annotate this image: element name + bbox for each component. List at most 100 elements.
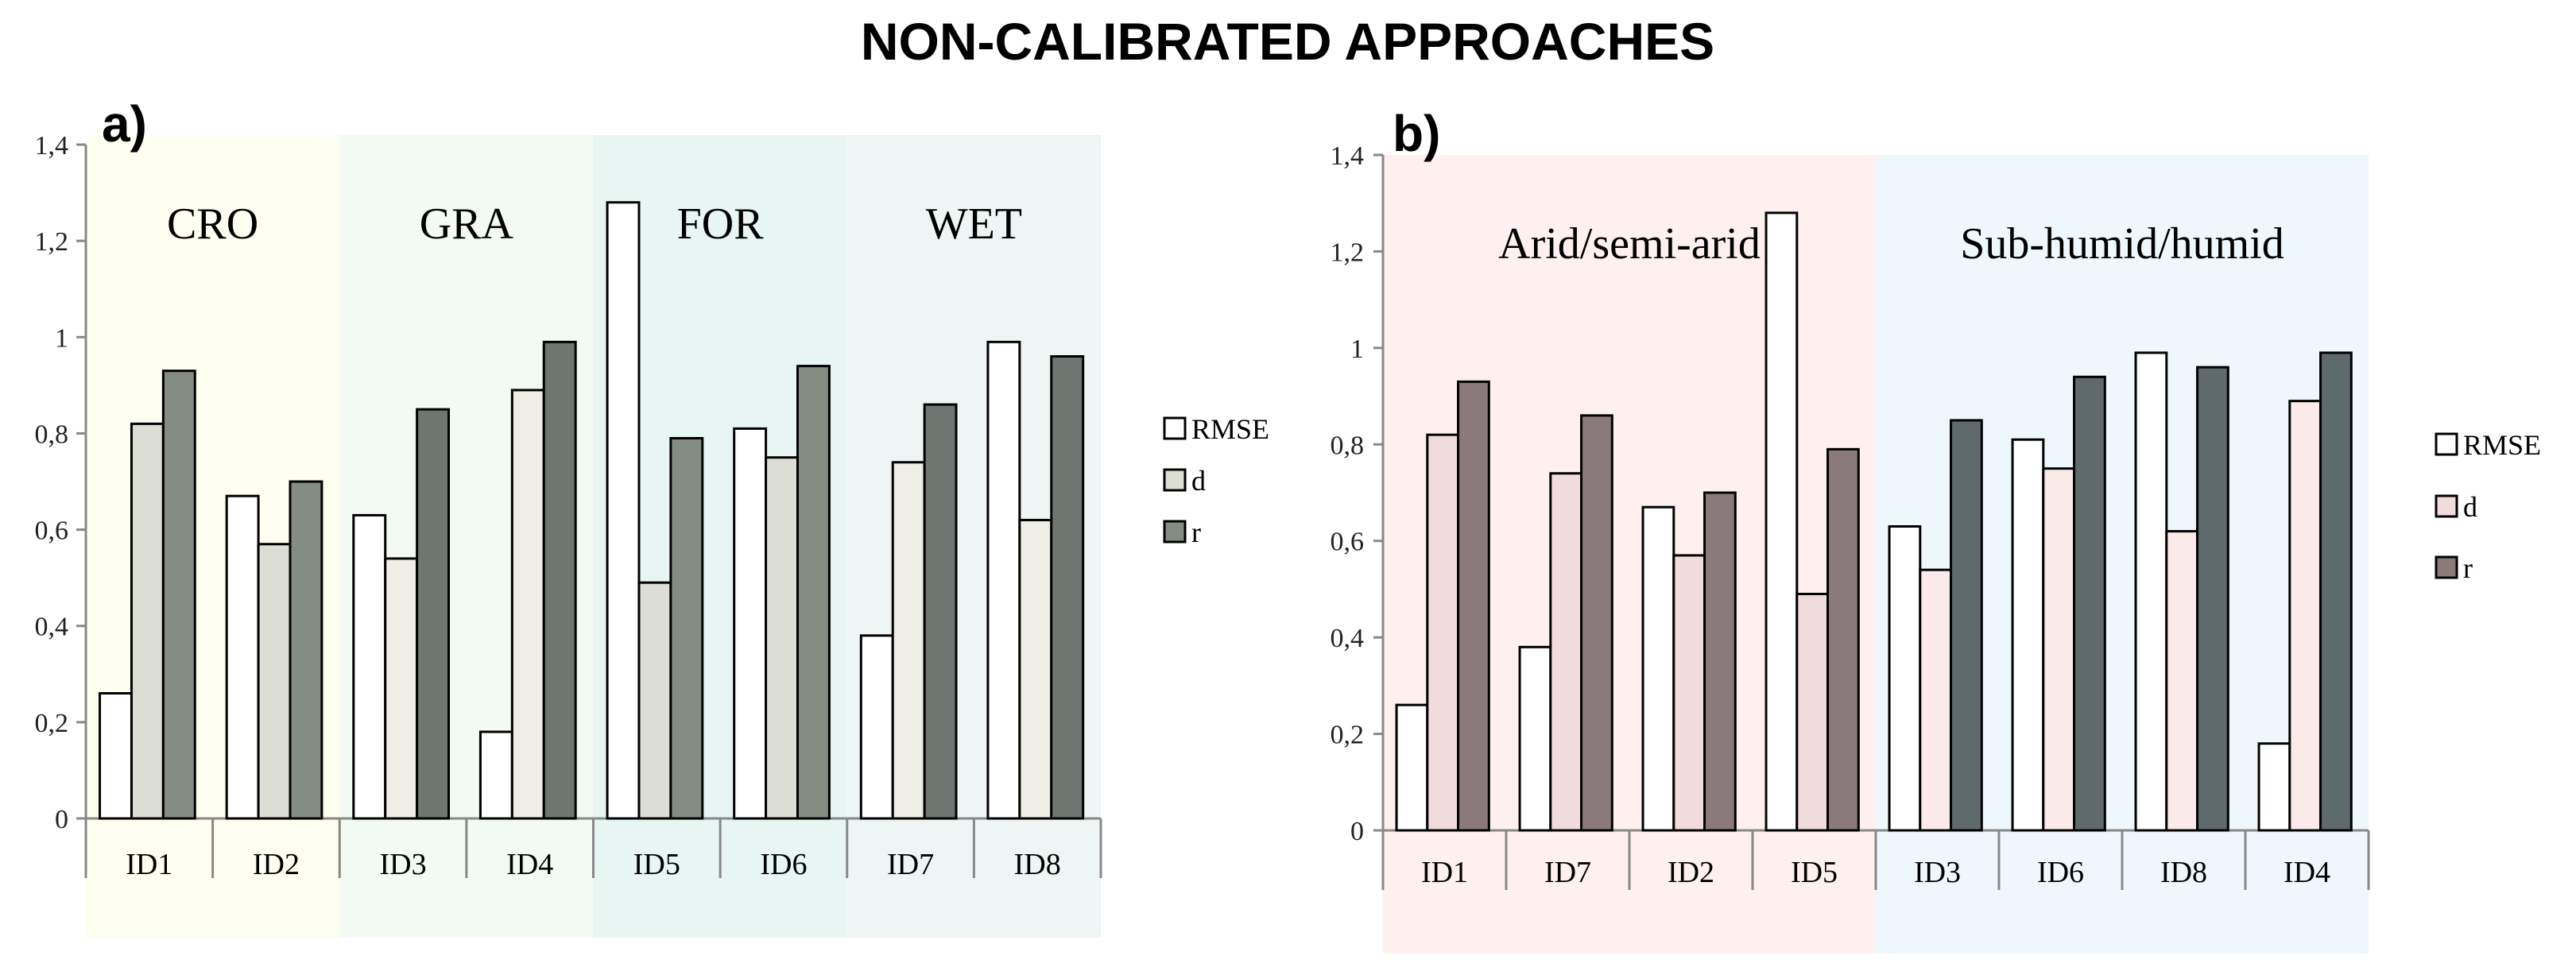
bar-rmse-id3	[352, 513, 387, 820]
y-tick-label: 0,4	[1331, 624, 1365, 653]
bar-r-id2	[289, 480, 323, 820]
y-tick-label: 1,2	[35, 227, 69, 257]
bar-d-id2	[1672, 554, 1706, 832]
legend-swatch-r	[2435, 555, 2458, 579]
bar-d-id6	[765, 456, 799, 820]
group-label: Sub-humid/humid	[1960, 219, 2284, 269]
x-tick-label: ID3	[380, 848, 427, 881]
bar-r-id7	[923, 403, 958, 820]
bar-d-id8	[2165, 530, 2199, 832]
bar-d-id2	[257, 543, 292, 820]
bar-d-id1	[130, 422, 165, 820]
x-tick-label: ID8	[2160, 856, 2207, 889]
bar-rmse-id1	[99, 692, 133, 820]
x-tick-label: ID4	[2284, 856, 2330, 889]
legend-label: r	[1191, 517, 1201, 548]
y-tick-label: 0,8	[1331, 431, 1365, 460]
y-tick-label: 0,2	[1331, 721, 1365, 750]
bar-d-id3	[1919, 568, 1953, 832]
x-tick-label: ID6	[760, 848, 807, 881]
bar-d-id5	[1795, 593, 1830, 832]
bar-r-id3	[1950, 419, 1983, 832]
bar-rmse-id6	[2011, 438, 2045, 832]
x-tick-label: ID6	[2037, 856, 2084, 889]
y-tick-label: 0,2	[35, 709, 69, 738]
bar-d-id5	[637, 581, 672, 820]
y-tick-label: 0,4	[35, 613, 69, 642]
bar-r-id8	[1050, 355, 1085, 820]
bar-rmse-id3	[1888, 525, 1922, 832]
x-tick-label: ID8	[1014, 848, 1061, 881]
bar-d-id7	[891, 461, 926, 820]
bar-r-id1	[1457, 380, 1490, 832]
bar-rmse-id1	[1395, 703, 1429, 832]
bar-r-id2	[1703, 491, 1737, 832]
figure-title: NON-CALIBRATED APPROACHES	[861, 12, 1714, 71]
x-tick-label: ID2	[1668, 856, 1714, 889]
panel-label: b)	[1393, 105, 1440, 162]
x-tick-label: ID1	[1421, 856, 1468, 889]
bar-rmse-id7	[1518, 645, 1552, 832]
bar-rmse-id2	[225, 494, 260, 820]
group-label: FOR	[677, 199, 765, 249]
legend-label: RMSE	[1191, 413, 1269, 445]
legend-swatch-rmse	[1163, 416, 1187, 440]
bar-r-id6	[2073, 375, 2106, 832]
x-tick-label: ID7	[887, 848, 934, 881]
bar-r-id5	[669, 436, 704, 820]
bar-r-id4	[542, 340, 577, 820]
panel-label: a)	[102, 95, 147, 153]
legend-label: d	[2463, 491, 2477, 523]
legend-swatch-d	[1163, 468, 1187, 492]
group-label: Arid/semi-arid	[1498, 219, 1761, 269]
x-tick-label: ID1	[126, 848, 172, 881]
bar-rmse-id2	[1641, 505, 1675, 832]
legend-swatch-rmse	[2435, 432, 2458, 456]
y-tick-label: 0,6	[35, 517, 69, 546]
group-label: GRA	[420, 199, 514, 249]
bar-rmse-id6	[733, 427, 768, 820]
bar-r-id7	[1580, 414, 1613, 832]
y-tick-label: 0,8	[35, 420, 69, 449]
x-tick-label: ID2	[253, 848, 300, 881]
x-tick-label: ID5	[633, 848, 680, 881]
legend-label: d	[1191, 465, 1206, 497]
chart-panel-b: Arid/semi-arid Sub-humid/humid b) 0 0,2 0,4 0,…	[1331, 105, 2541, 954]
bar-rmse-id5	[606, 201, 641, 820]
legend-swatch-r	[1163, 520, 1187, 544]
bar-r-id3	[416, 408, 451, 820]
bar-d-id7	[1549, 472, 1583, 832]
x-tick-label: ID4	[506, 848, 553, 881]
bar-d-id4	[2288, 400, 2322, 832]
bar-rmse-id4	[2257, 742, 2291, 832]
bar-rmse-id7	[859, 634, 894, 820]
x-tick-label: ID3	[1914, 856, 1961, 889]
group-label: WET	[926, 199, 1022, 249]
bar-d-id3	[384, 557, 419, 820]
y-tick-label: 1	[55, 323, 68, 353]
x-tick-label: ID5	[1791, 856, 1838, 889]
bar-rmse-id8	[986, 340, 1021, 820]
bar-r-id5	[1826, 447, 1860, 832]
y-tick-label: 1,4	[1331, 141, 1365, 171]
bar-rmse-id8	[2134, 351, 2168, 832]
chart-panel-a: CRO GRA FOR WET a) 0 0,2 0,4 0,6 0,8 1 1,2 1,4 ID1 ID2…	[35, 95, 1269, 938]
y-tick-label: 1,2	[1331, 238, 1365, 267]
bar-d-id1	[1426, 433, 1460, 832]
y-tick-label: 0	[55, 805, 68, 834]
bar-d-id8	[1018, 518, 1053, 820]
y-tick-label: 1,4	[35, 131, 69, 161]
bar-r-id6	[796, 365, 831, 820]
legend-label: RMSE	[2463, 429, 2541, 461]
bar-d-id6	[2042, 467, 2076, 832]
legend-swatch-d	[2435, 494, 2458, 518]
x-tick-label: ID7	[1544, 856, 1591, 889]
y-tick-label: 0	[1350, 817, 1364, 846]
legend-label: r	[2463, 552, 2473, 584]
group-label: CRO	[167, 199, 258, 249]
bar-r-id8	[2196, 366, 2229, 832]
bar-rmse-id4	[478, 730, 513, 820]
bar-r-id1	[161, 369, 196, 820]
bar-r-id4	[2319, 351, 2353, 832]
